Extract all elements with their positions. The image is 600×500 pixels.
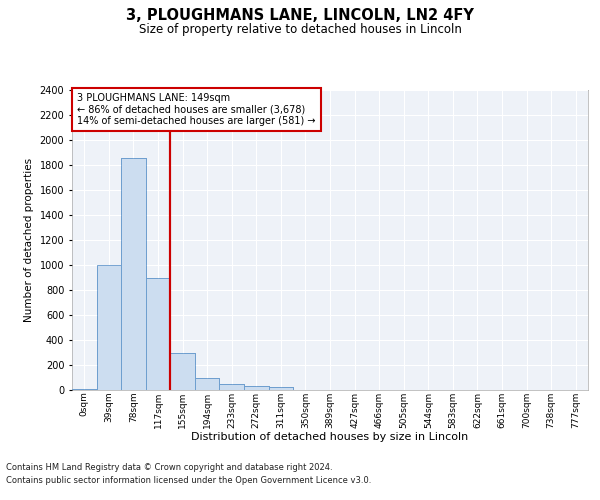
Bar: [97, 265, 121, 390]
Bar: [269, 387, 293, 390]
Text: 3, PLOUGHMANS LANE, LINCOLN, LN2 4FY: 3, PLOUGHMANS LANE, LINCOLN, LN2 4FY: [126, 8, 474, 22]
Bar: [244, 386, 269, 390]
Bar: [72, 389, 97, 390]
Bar: [146, 278, 170, 390]
Bar: [244, 386, 269, 390]
Text: Contains HM Land Registry data © Crown copyright and database right 2024.: Contains HM Land Registry data © Crown c…: [6, 464, 332, 472]
Bar: [220, 384, 244, 390]
Bar: [170, 353, 195, 390]
Bar: [146, 278, 170, 390]
Bar: [121, 158, 146, 390]
Text: Distribution of detached houses by size in Lincoln: Distribution of detached houses by size …: [191, 432, 469, 442]
Text: Contains public sector information licensed under the Open Government Licence v3: Contains public sector information licen…: [6, 476, 371, 485]
Bar: [170, 353, 195, 390]
Bar: [72, 389, 97, 390]
Bar: [220, 384, 244, 390]
Bar: [97, 265, 121, 390]
Bar: [121, 158, 146, 390]
Bar: [269, 387, 293, 390]
Text: 3 PLOUGHMANS LANE: 149sqm
← 86% of detached houses are smaller (3,678)
14% of se: 3 PLOUGHMANS LANE: 149sqm ← 86% of detac…: [77, 93, 316, 126]
Bar: [195, 378, 220, 390]
Y-axis label: Number of detached properties: Number of detached properties: [24, 158, 34, 322]
Text: Size of property relative to detached houses in Lincoln: Size of property relative to detached ho…: [139, 22, 461, 36]
Bar: [195, 378, 220, 390]
